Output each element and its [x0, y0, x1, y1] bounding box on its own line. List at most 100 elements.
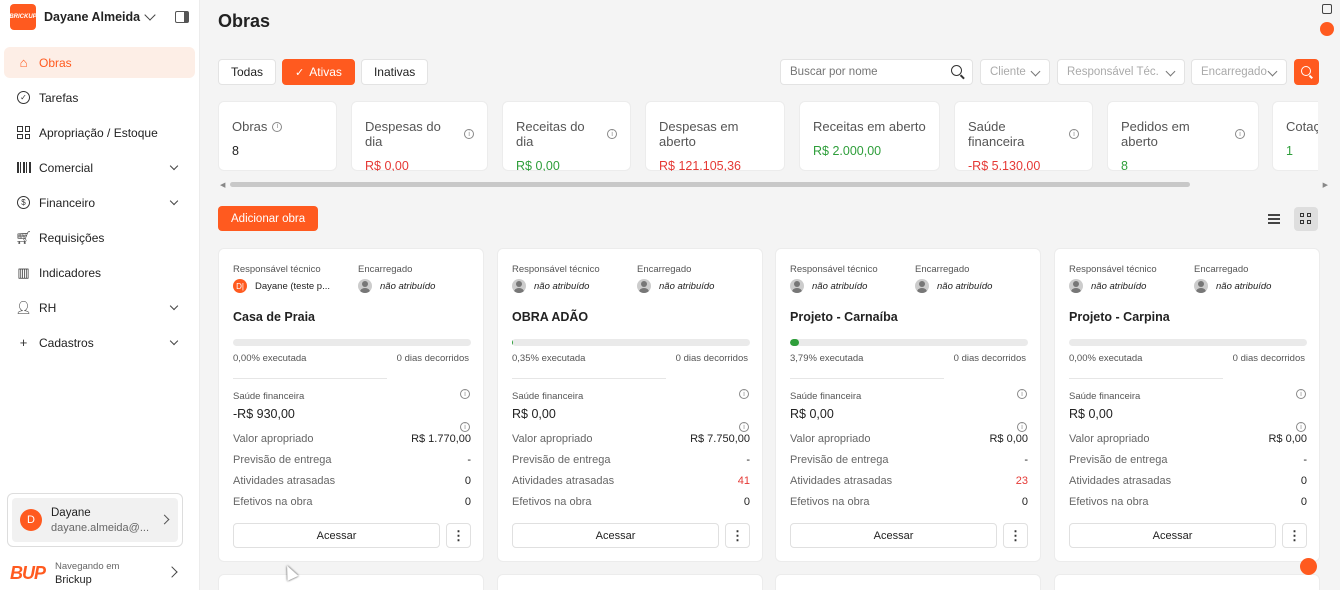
info-icon[interactable]: i — [1235, 129, 1245, 139]
company-sub: Navegando em — [55, 560, 120, 572]
sidebar-item-4[interactable]: $ Financeiro — [4, 187, 195, 218]
company-switcher[interactable]: BUP Navegando em Brickup — [10, 558, 190, 588]
acessar-button[interactable]: Acessar — [512, 523, 719, 548]
stat-card: Despesas em aberto R$ 121.105,36 — [645, 101, 785, 171]
sidebar-item-2[interactable]: Apropriação / Estoque — [4, 117, 195, 148]
divider — [233, 378, 387, 379]
search-button[interactable] — [1294, 59, 1319, 85]
obra-card: Responsável técnico Encarregado não atribu… — [497, 248, 763, 562]
profile-card[interactable]: D Dayane dayane.almeida@... — [7, 493, 183, 547]
stat-label-row: Despesas em aberto — [659, 119, 771, 149]
tab-label: Inativas — [373, 65, 416, 79]
tab-1[interactable]: ✓ Ativas — [282, 59, 355, 85]
scroll-left-icon[interactable]: ◀ — [220, 182, 226, 189]
info-icon[interactable]: i — [739, 389, 749, 399]
search-icon[interactable] — [951, 65, 962, 76]
info-icon[interactable]: i — [1017, 422, 1027, 432]
stat-label: Despesas do dia — [365, 119, 441, 149]
chevron-right-icon[interactable] — [159, 514, 170, 525]
responsavel-name: não atribuído — [534, 280, 590, 292]
grid-view-icon[interactable] — [1294, 207, 1318, 231]
previsao-value: - — [746, 454, 750, 466]
responsavel-name: não atribuído — [1091, 280, 1147, 292]
stats-scrollbar[interactable]: ◀ ▶ — [218, 181, 1328, 189]
cliente-select[interactable]: Cliente — [980, 59, 1050, 85]
encarregado-select[interactable]: Encarregado — [1191, 59, 1287, 85]
valor-label: Valor apropriado — [790, 433, 871, 445]
sidebar: BRICKUP Dayane Almeida ⌂ Obras ✓ Tarefas Apr… — [0, 0, 200, 590]
scroll-thumb[interactable] — [230, 182, 1190, 187]
responsavel-select[interactable]: Responsável Téc. — [1057, 59, 1185, 85]
executed-percent: 0,35% executada — [512, 353, 586, 364]
card-partial — [497, 574, 763, 590]
list-view-icon[interactable] — [1262, 207, 1286, 231]
obra-title[interactable]: Projeto - Carpina — [1069, 310, 1170, 324]
valor-value: R$ 0,00 — [989, 433, 1028, 445]
acessar-button[interactable]: Acessar — [233, 523, 440, 548]
saude-label: Saúde financeira — [512, 391, 584, 402]
tab-0[interactable]: Todas — [218, 59, 277, 85]
saude-label: Saúde financeira — [233, 391, 305, 402]
info-icon[interactable]: i — [607, 129, 617, 139]
atrasadas-row: Atividades atrasadas 41 — [512, 475, 750, 487]
stat-label: Pedidos em aberto — [1121, 119, 1190, 149]
valor-row: Valor apropriado R$ 0,00 — [790, 433, 1028, 445]
info-icon[interactable]: i — [1017, 389, 1027, 399]
stat-label-row: Saúde financeira i — [968, 119, 1079, 149]
barcode-icon — [16, 160, 31, 175]
more-vertical-icon[interactable]: ⋮ — [1003, 523, 1028, 548]
stat-label: Cotaç — [1286, 119, 1318, 134]
more-vertical-icon[interactable]: ⋮ — [446, 523, 471, 548]
cart-icon: 🛒︎ — [15, 229, 32, 245]
info-icon[interactable]: i — [1296, 389, 1306, 399]
obra-title[interactable]: Casa de Praia — [233, 310, 315, 324]
responsavel-label: Responsável técnico — [233, 264, 321, 275]
previsao-label: Previsão de entrega — [790, 454, 889, 466]
info-icon[interactable]: i — [272, 121, 283, 132]
stat-label-row: Despesas do dia i — [365, 119, 474, 149]
sidebar-item-6[interactable]: ▥ Indicadores — [4, 257, 195, 288]
scroll-right-icon[interactable]: ▶ — [1322, 182, 1328, 189]
sidebar-toggle-icon[interactable] — [175, 11, 189, 23]
acessar-button[interactable]: Acessar — [790, 523, 997, 548]
thumbs-up-icon[interactable] — [1320, 22, 1334, 36]
chevron-right-icon[interactable] — [166, 566, 178, 578]
add-obra-button[interactable]: Adicionar obra — [218, 206, 319, 231]
sidebar-item-1[interactable]: ✓ Tarefas — [4, 82, 195, 113]
atrasadas-label: Atividades atrasadas — [1069, 475, 1172, 487]
obra-title[interactable]: OBRA ADÃO — [512, 310, 589, 324]
feedback-icon[interactable] — [1322, 4, 1332, 14]
obra-title[interactable]: Projeto - Carnaíba — [790, 310, 898, 324]
atrasadas-label: Atividades atrasadas — [790, 475, 893, 487]
info-icon[interactable]: i — [1069, 129, 1079, 139]
valor-label: Valor apropriado — [512, 433, 593, 445]
sidebar-item-3[interactable]: Comercial — [4, 152, 195, 183]
more-vertical-icon[interactable]: ⋮ — [725, 523, 750, 548]
bug-report-icon[interactable] — [1300, 558, 1317, 575]
info-icon[interactable]: i — [460, 422, 470, 432]
info-icon[interactable]: i — [460, 389, 470, 399]
avatar — [637, 279, 651, 293]
chevron-down-icon[interactable] — [144, 9, 156, 21]
info-icon[interactable]: i — [739, 422, 749, 432]
avatar: D| — [233, 279, 247, 293]
executed-percent: 0,00% executada — [233, 353, 307, 364]
sidebar-item-0[interactable]: ⌂ Obras — [4, 47, 195, 78]
profile-card-inner[interactable]: D Dayane dayane.almeida@... — [12, 498, 178, 542]
tab-2[interactable]: Inativas — [360, 59, 429, 85]
divider — [512, 378, 666, 379]
valor-label: Valor apropriado — [233, 433, 314, 445]
sidebar-item-label: Requisições — [39, 230, 105, 245]
stat-label: Saúde financeira — [968, 119, 1025, 149]
acessar-button[interactable]: Acessar — [1069, 523, 1276, 548]
sidebar-item-7[interactable]: 👤︎ RH — [4, 292, 195, 323]
more-vertical-icon[interactable]: ⋮ — [1282, 523, 1307, 548]
sidebar-item-8[interactable]: + Cadastros — [4, 327, 195, 358]
user-switcher-name[interactable]: Dayane Almeida — [44, 10, 141, 24]
profile-name: Dayane — [51, 506, 91, 519]
sidebar-item-5[interactable]: 🛒︎ Requisições — [4, 222, 195, 253]
search-input[interactable] — [780, 59, 973, 85]
stat-value: 1 — [1286, 144, 1293, 158]
info-icon[interactable]: i — [464, 129, 474, 139]
info-icon[interactable]: i — [1296, 422, 1306, 432]
